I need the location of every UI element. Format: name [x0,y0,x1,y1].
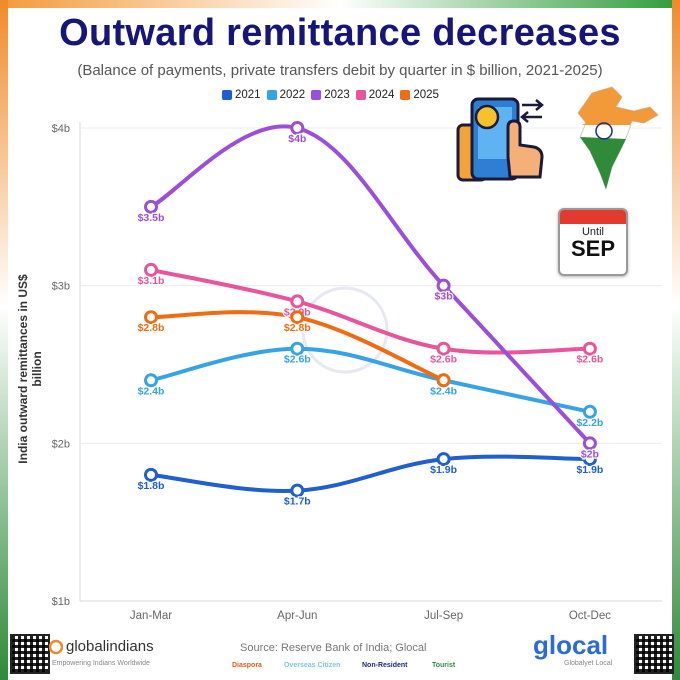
legend-item-2025: 2025 [400,89,439,101]
globalindians-brand: globalindians [66,638,154,655]
data-point-2024 [290,294,305,309]
legend-item-2021: 2021 [222,89,261,101]
data-point-2024 [144,262,158,277]
series-line-2023 [149,124,592,446]
data-point-2022 [290,341,305,356]
legend-swatch [266,90,277,100]
data-label-2021: $1.9b [576,464,603,476]
legend-swatch [222,90,232,100]
footer-tag: Diaspora [232,662,262,669]
data-point-2024 [436,341,451,356]
flag-border-right [672,0,680,680]
legend-label: 2023 [324,89,350,101]
glocal-brand: glocal [533,630,609,660]
footer-tag: Overseas Citizen [284,662,341,669]
series-line-2022 [149,346,592,414]
series-line-2021 [149,454,592,493]
data-point-2023 [436,278,451,293]
data-point-2024 [582,341,597,356]
footer-tag: Tourist [432,662,456,669]
data-point-2021 [144,467,158,482]
data-label-2024: $3.1b [138,275,165,287]
legend-item-2022: 2022 [266,89,306,101]
data-point-2025 [144,310,158,325]
data-label-2022: $2.2b [576,417,603,429]
x-tick-label: Oct-Dec [569,610,611,622]
data-label-2024: $2.6b [430,354,457,366]
legend-swatch [355,90,366,100]
data-point-2023 [290,121,305,135]
series-line-2024 [149,267,592,355]
x-tick-label: Jul-Sep [424,610,463,622]
india-map-icon [577,86,659,191]
chakra-watermark [301,286,389,374]
data-point-2022 [144,373,158,388]
data-label-2021: $1.9b [430,464,457,476]
data-point-2021 [582,452,597,467]
data-label-2023: $3.5b [138,212,165,224]
glocal-tagline: Globalyet Local [564,660,613,667]
y-tick-label: $1b [52,596,70,608]
legend-label: 2021 [235,89,261,101]
qr-code-icon [10,634,50,674]
data-point-2025 [290,310,305,325]
y-tick-label: $3b [52,281,70,293]
chart-title: Outward remittance decreases [59,12,621,54]
flag-border-left [0,0,8,680]
mobile-payment-icon [456,97,544,182]
legend-swatch [311,90,322,100]
calendar-until-label: Until [581,226,604,238]
y-axis-label: India outward remittances in US$ billion [16,274,44,464]
data-label-2023: $2b [581,448,599,460]
data-label-2023: $3b [435,291,453,303]
calendar-icon: Until SEP [558,208,628,276]
data-label-2021: $1.8b [138,480,165,492]
data-label-2022: $2.4b [138,385,165,397]
data-label-2022: $2.4b [430,385,457,397]
chart-subtitle: (Balance of payments, private transfers … [77,62,603,79]
footer-tag: Non-Resident [362,662,408,669]
data-point-2023 [582,436,597,451]
legend-swatch [400,90,411,100]
x-tick-label: Apr-Jun [277,610,317,622]
globalindians-tagline: Empowering Indians Worldwide [52,660,150,667]
legend-item-2024: 2024 [355,89,395,101]
data-point-2023 [144,199,158,214]
data-point-2021 [436,452,451,467]
globalindians-logo-icon [49,639,63,655]
legend-item-2023: 2023 [311,89,350,101]
x-tick-label: Jan-Mar [130,610,172,622]
data-label-2025: $2.8b [138,322,165,334]
data-label-2022: $2.6b [284,354,311,366]
flag-border-top [0,0,680,8]
legend-label: 2025 [413,89,439,101]
data-label-2024: $2.6b [576,354,603,366]
legend-label: 2024 [368,89,395,101]
calendar-header [560,210,626,224]
y-tick-label: $4b [52,123,70,135]
data-label-2023: $4b [288,133,306,145]
y-tick-label: $2b [52,438,70,450]
legend: 2021 2022 2023 2024 2025 [222,89,439,101]
source-note: Source: Reserve Bank of India; Glocal [240,642,427,654]
data-label-2021: $1.7b [284,496,311,508]
legend-label: 2022 [279,89,306,101]
qr-code-icon [634,634,674,674]
data-point-2025 [436,373,451,388]
calendar-month-label: SEP [570,236,616,261]
data-point-2021 [290,483,305,498]
data-label-2025: $2.8b [284,322,311,334]
data-point-2022 [582,404,597,419]
